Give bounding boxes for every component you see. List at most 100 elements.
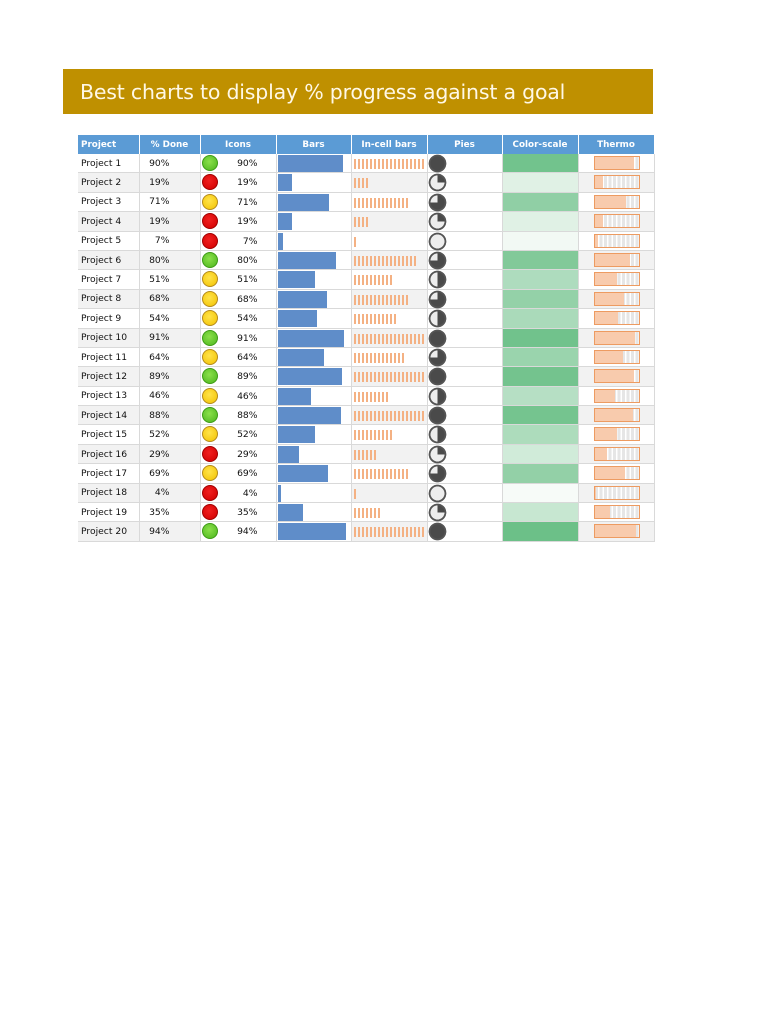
color-scale-cell[interactable] xyxy=(502,444,579,465)
icon-cell[interactable]: 64% xyxy=(200,347,277,368)
thermo-cell[interactable] xyxy=(578,328,655,348)
pct-done-cell[interactable]: 90% xyxy=(139,154,201,174)
in-cell-bar-cell[interactable] xyxy=(351,328,428,348)
header-thermo[interactable]: Thermo xyxy=(578,135,655,154)
pie-cell[interactable] xyxy=(427,289,503,310)
color-scale-cell[interactable] xyxy=(502,463,579,484)
bar-cell[interactable] xyxy=(276,444,352,465)
pie-cell[interactable] xyxy=(427,269,503,290)
icon-cell[interactable]: 19% xyxy=(200,211,277,232)
in-cell-bar-cell[interactable] xyxy=(351,463,428,484)
pie-cell[interactable] xyxy=(427,172,503,193)
bar-cell[interactable] xyxy=(276,424,352,445)
thermo-cell[interactable] xyxy=(578,211,655,232)
color-scale-cell[interactable] xyxy=(502,172,579,193)
icon-cell[interactable]: 71% xyxy=(200,192,277,213)
header-pies[interactable]: Pies xyxy=(427,135,503,154)
thermo-cell[interactable] xyxy=(578,154,655,174)
color-scale-cell[interactable] xyxy=(502,386,579,407)
in-cell-bar-cell[interactable] xyxy=(351,386,428,407)
bar-cell[interactable] xyxy=(276,463,352,484)
icon-cell[interactable]: 29% xyxy=(200,444,277,465)
project-name-cell[interactable]: Project 13 xyxy=(78,386,140,407)
pct-done-cell[interactable]: 71% xyxy=(139,192,201,213)
header-project[interactable]: Project xyxy=(78,135,140,154)
project-name-cell[interactable]: Project 18 xyxy=(78,483,140,504)
thermo-cell[interactable] xyxy=(578,250,655,271)
pie-cell[interactable] xyxy=(427,308,503,329)
thermo-cell[interactable] xyxy=(578,289,655,310)
project-name-cell[interactable]: Project 19 xyxy=(78,502,140,523)
thermo-cell[interactable] xyxy=(578,405,655,426)
bar-cell[interactable] xyxy=(276,347,352,368)
pie-cell[interactable] xyxy=(427,231,503,251)
pie-cell[interactable] xyxy=(427,250,503,271)
pct-done-cell[interactable]: 7% xyxy=(139,231,201,251)
pie-cell[interactable] xyxy=(427,347,503,368)
thermo-cell[interactable] xyxy=(578,366,655,387)
thermo-cell[interactable] xyxy=(578,172,655,193)
thermo-cell[interactable] xyxy=(578,192,655,213)
pie-cell[interactable] xyxy=(427,192,503,213)
pct-done-cell[interactable]: 80% xyxy=(139,250,201,271)
in-cell-bar-cell[interactable] xyxy=(351,250,428,271)
thermo-cell[interactable] xyxy=(578,347,655,368)
pie-cell[interactable] xyxy=(427,444,503,465)
pie-cell[interactable] xyxy=(427,521,503,542)
pct-done-cell[interactable]: 89% xyxy=(139,366,201,387)
thermo-cell[interactable] xyxy=(578,269,655,290)
pct-done-cell[interactable]: 64% xyxy=(139,347,201,368)
bar-cell[interactable] xyxy=(276,502,352,523)
header-in-cell-bars[interactable]: In-cell bars xyxy=(351,135,428,154)
pct-done-cell[interactable]: 35% xyxy=(139,502,201,523)
project-name-cell[interactable]: Project 15 xyxy=(78,424,140,445)
icon-cell[interactable]: 35% xyxy=(200,502,277,523)
project-name-cell[interactable]: Project 11 xyxy=(78,347,140,368)
bar-cell[interactable] xyxy=(276,269,352,290)
pie-cell[interactable] xyxy=(427,154,503,174)
pct-done-cell[interactable]: 51% xyxy=(139,269,201,290)
icon-cell[interactable]: 69% xyxy=(200,463,277,484)
bar-cell[interactable] xyxy=(276,328,352,348)
pie-cell[interactable] xyxy=(427,424,503,445)
pct-done-cell[interactable]: 52% xyxy=(139,424,201,445)
header-pct-done[interactable]: % Done xyxy=(139,135,201,154)
bar-cell[interactable] xyxy=(276,231,352,251)
color-scale-cell[interactable] xyxy=(502,211,579,232)
thermo-cell[interactable] xyxy=(578,231,655,251)
project-name-cell[interactable]: Project 3 xyxy=(78,192,140,213)
color-scale-cell[interactable] xyxy=(502,424,579,445)
thermo-cell[interactable] xyxy=(578,521,655,542)
thermo-cell[interactable] xyxy=(578,386,655,407)
pct-done-cell[interactable]: 54% xyxy=(139,308,201,329)
color-scale-cell[interactable] xyxy=(502,308,579,329)
color-scale-cell[interactable] xyxy=(502,289,579,310)
bar-cell[interactable] xyxy=(276,172,352,193)
icon-cell[interactable]: 46% xyxy=(200,386,277,407)
icon-cell[interactable]: 68% xyxy=(200,289,277,310)
header-icons[interactable]: Icons xyxy=(200,135,277,154)
project-name-cell[interactable]: Project 9 xyxy=(78,308,140,329)
bar-cell[interactable] xyxy=(276,154,352,174)
pie-cell[interactable] xyxy=(427,386,503,407)
pie-cell[interactable] xyxy=(427,366,503,387)
icon-cell[interactable]: 91% xyxy=(200,328,277,348)
thermo-cell[interactable] xyxy=(578,483,655,504)
bar-cell[interactable] xyxy=(276,483,352,504)
pie-cell[interactable] xyxy=(427,405,503,426)
icon-cell[interactable]: 88% xyxy=(200,405,277,426)
pie-cell[interactable] xyxy=(427,328,503,348)
icon-cell[interactable]: 89% xyxy=(200,366,277,387)
thermo-cell[interactable] xyxy=(578,444,655,465)
project-name-cell[interactable]: Project 16 xyxy=(78,444,140,465)
pct-done-cell[interactable]: 29% xyxy=(139,444,201,465)
color-scale-cell[interactable] xyxy=(502,231,579,251)
pct-done-cell[interactable]: 88% xyxy=(139,405,201,426)
icon-cell[interactable]: 54% xyxy=(200,308,277,329)
icon-cell[interactable]: 51% xyxy=(200,269,277,290)
icon-cell[interactable]: 4% xyxy=(200,483,277,504)
bar-cell[interactable] xyxy=(276,366,352,387)
color-scale-cell[interactable] xyxy=(502,347,579,368)
in-cell-bar-cell[interactable] xyxy=(351,483,428,504)
header-bars[interactable]: Bars xyxy=(276,135,352,154)
